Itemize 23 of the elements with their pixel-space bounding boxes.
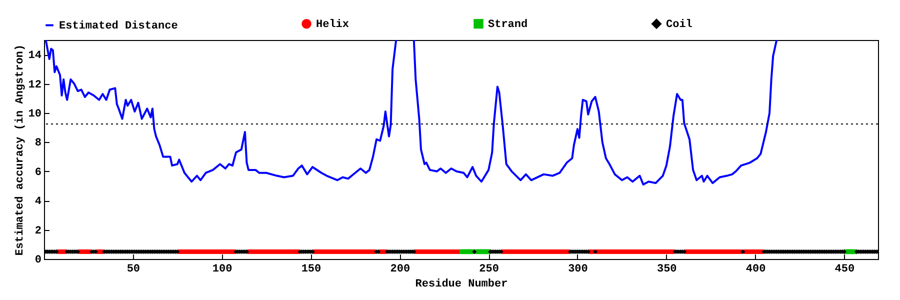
x-tick-label: 450 [834,264,855,276]
x-tick-label: 50 [126,264,140,276]
y-tick-label: 12 [28,79,42,92]
legend-label: Helix [316,18,350,31]
y-tick-label: 6 [34,166,42,179]
y-tick-label: 10 [28,108,42,120]
legend-label: Estimated Distance [59,20,178,32]
y-tick-label: 2 [34,225,42,238]
x-tick-label: 300 [568,264,588,276]
x-tick-label: 250 [479,264,499,276]
legend-label: Coil [666,18,693,31]
x-tick-label: 150 [301,264,322,276]
legend-label: Strand [488,18,528,31]
y-tick-label: 14 [28,50,42,62]
y-axis-title: Estimated accuracy (in Angstron) [14,44,26,256]
y-tick-label: 0 [34,254,42,266]
x-tick-label: 100 [212,264,232,276]
x-tick-label: 400 [746,264,766,276]
y-tick-label: 8 [34,138,42,150]
y-tick-label: 4 [34,196,42,208]
x-tick-label: 200 [390,264,410,276]
x-axis-title: Residue Number [415,278,508,290]
x-tick-label: 350 [656,264,677,276]
